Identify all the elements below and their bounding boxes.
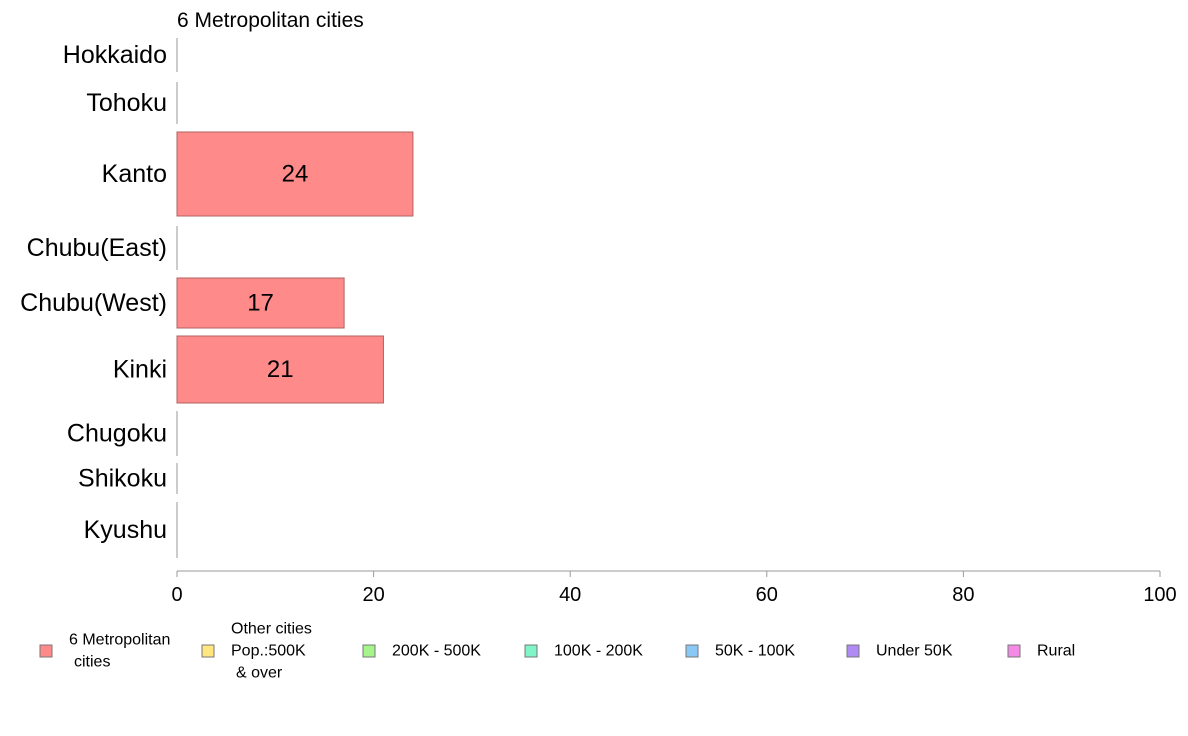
x-tick-label: 60 (756, 584, 778, 606)
legend-label: 50K - 100K (715, 643, 795, 660)
bar (176, 335, 384, 404)
x-tick-label: 0 (171, 584, 182, 606)
bar (176, 277, 345, 329)
legend-swatch (39, 644, 53, 658)
legend-swatch (524, 644, 538, 658)
legend-swatch (362, 644, 376, 658)
legend-label: Other cities (231, 621, 312, 638)
x-tick-label: 40 (559, 584, 581, 606)
bar-value-label: 24 (282, 161, 309, 188)
bar-value-label: 21 (267, 356, 294, 383)
legend-label: 100K - 200K (554, 643, 643, 660)
legend-label: Under 50K (876, 643, 953, 660)
category-label: Chubu(East) (27, 234, 167, 262)
legend-label: Rural (1037, 643, 1075, 660)
bar (176, 131, 414, 217)
x-tick-label: 20 (362, 584, 384, 606)
category-label: Shikoku (78, 465, 167, 493)
legend-label: cities (74, 654, 110, 671)
bar-rows: Hokkaido Tohoku Kanto 24 Chubu(East) Chubu(We… (20, 38, 414, 558)
chart-title: 6 Metropolitan cities (177, 9, 364, 32)
legend-swatch (201, 644, 215, 658)
category-label: Chubu(West) (20, 289, 167, 317)
category-label: Kanto (102, 160, 167, 188)
category-label: Kinki (113, 356, 167, 384)
legend-label: & over (236, 665, 283, 682)
legend: 6 Metropolitan cities Other cities Pop.:500… (39, 621, 1075, 682)
bar-value-label: 17 (247, 290, 274, 317)
category-label: Kyushu (84, 516, 167, 544)
category-label: Chugoku (67, 420, 167, 448)
category-label: Hokkaido (63, 41, 167, 69)
legend-swatch (1007, 644, 1021, 658)
legend-label: 200K - 500K (392, 643, 481, 660)
x-tick-label: 80 (952, 584, 974, 606)
x-axis: 0 20 40 60 80 100 (171, 570, 1177, 606)
legend-label: 6 Metropolitan (69, 632, 170, 649)
legend-swatch (846, 644, 860, 658)
legend-swatch (685, 644, 699, 658)
legend-label: Pop.:500K (231, 643, 306, 660)
category-label: Tohoku (86, 89, 167, 117)
x-tick-label: 100 (1143, 584, 1176, 606)
